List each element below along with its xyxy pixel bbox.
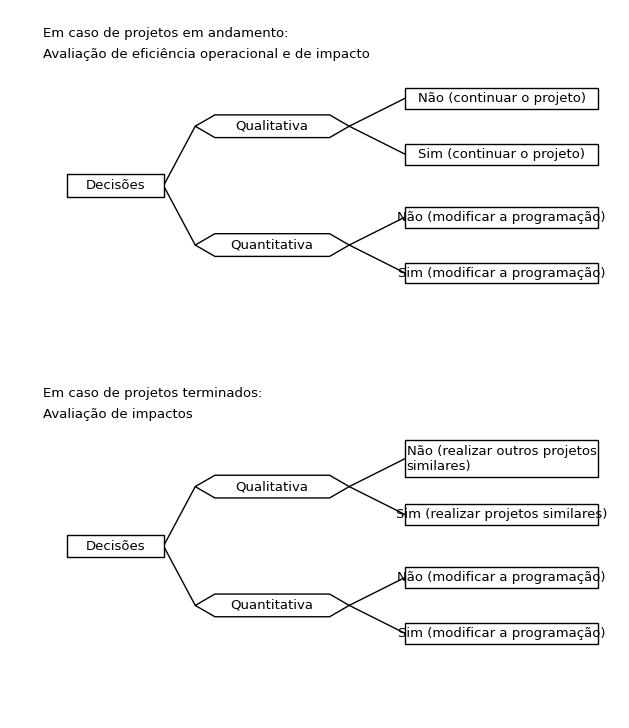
Polygon shape <box>195 594 349 617</box>
Bar <box>405 207 598 228</box>
Text: Não (continuar o projeto): Não (continuar o projeto) <box>418 92 586 105</box>
Text: Qualitativa: Qualitativa <box>236 480 309 493</box>
Bar <box>67 174 164 197</box>
Polygon shape <box>195 475 349 498</box>
Polygon shape <box>195 115 349 138</box>
Text: Sim (modificar a programação): Sim (modificar a programação) <box>398 266 606 280</box>
Bar <box>405 623 598 644</box>
Text: Quantitativa: Quantitativa <box>231 239 314 252</box>
Bar <box>405 567 598 588</box>
Text: Sim (realizar projetos similares): Sim (realizar projetos similares) <box>396 508 608 521</box>
Text: Sim (modificar a programação): Sim (modificar a programação) <box>398 627 606 640</box>
Bar <box>405 263 598 283</box>
Text: Decisões: Decisões <box>86 179 145 192</box>
Text: Não (modificar a programação): Não (modificar a programação) <box>398 210 606 223</box>
Text: Sim (continuar o projeto): Sim (continuar o projeto) <box>418 148 585 161</box>
Text: Avaliação de eficiência operacional e de impacto: Avaliação de eficiência operacional e de… <box>43 47 370 60</box>
Bar <box>405 143 598 165</box>
Bar <box>405 88 598 108</box>
Text: Em caso de projetos terminados:: Em caso de projetos terminados: <box>43 387 262 400</box>
Text: Quantitativa: Quantitativa <box>231 599 314 612</box>
Bar <box>405 440 598 477</box>
Polygon shape <box>195 234 349 256</box>
Text: Não (realizar outros projetos
similares): Não (realizar outros projetos similares) <box>407 445 597 472</box>
Bar <box>67 534 164 558</box>
Text: Não (modificar a programação): Não (modificar a programação) <box>398 571 606 584</box>
Bar <box>405 504 598 525</box>
Text: Decisões: Decisões <box>86 539 145 553</box>
Text: Em caso de projetos em andamento:: Em caso de projetos em andamento: <box>43 27 288 39</box>
Text: Avaliação de impactos: Avaliação de impactos <box>43 408 192 421</box>
Text: Qualitativa: Qualitativa <box>236 119 309 132</box>
